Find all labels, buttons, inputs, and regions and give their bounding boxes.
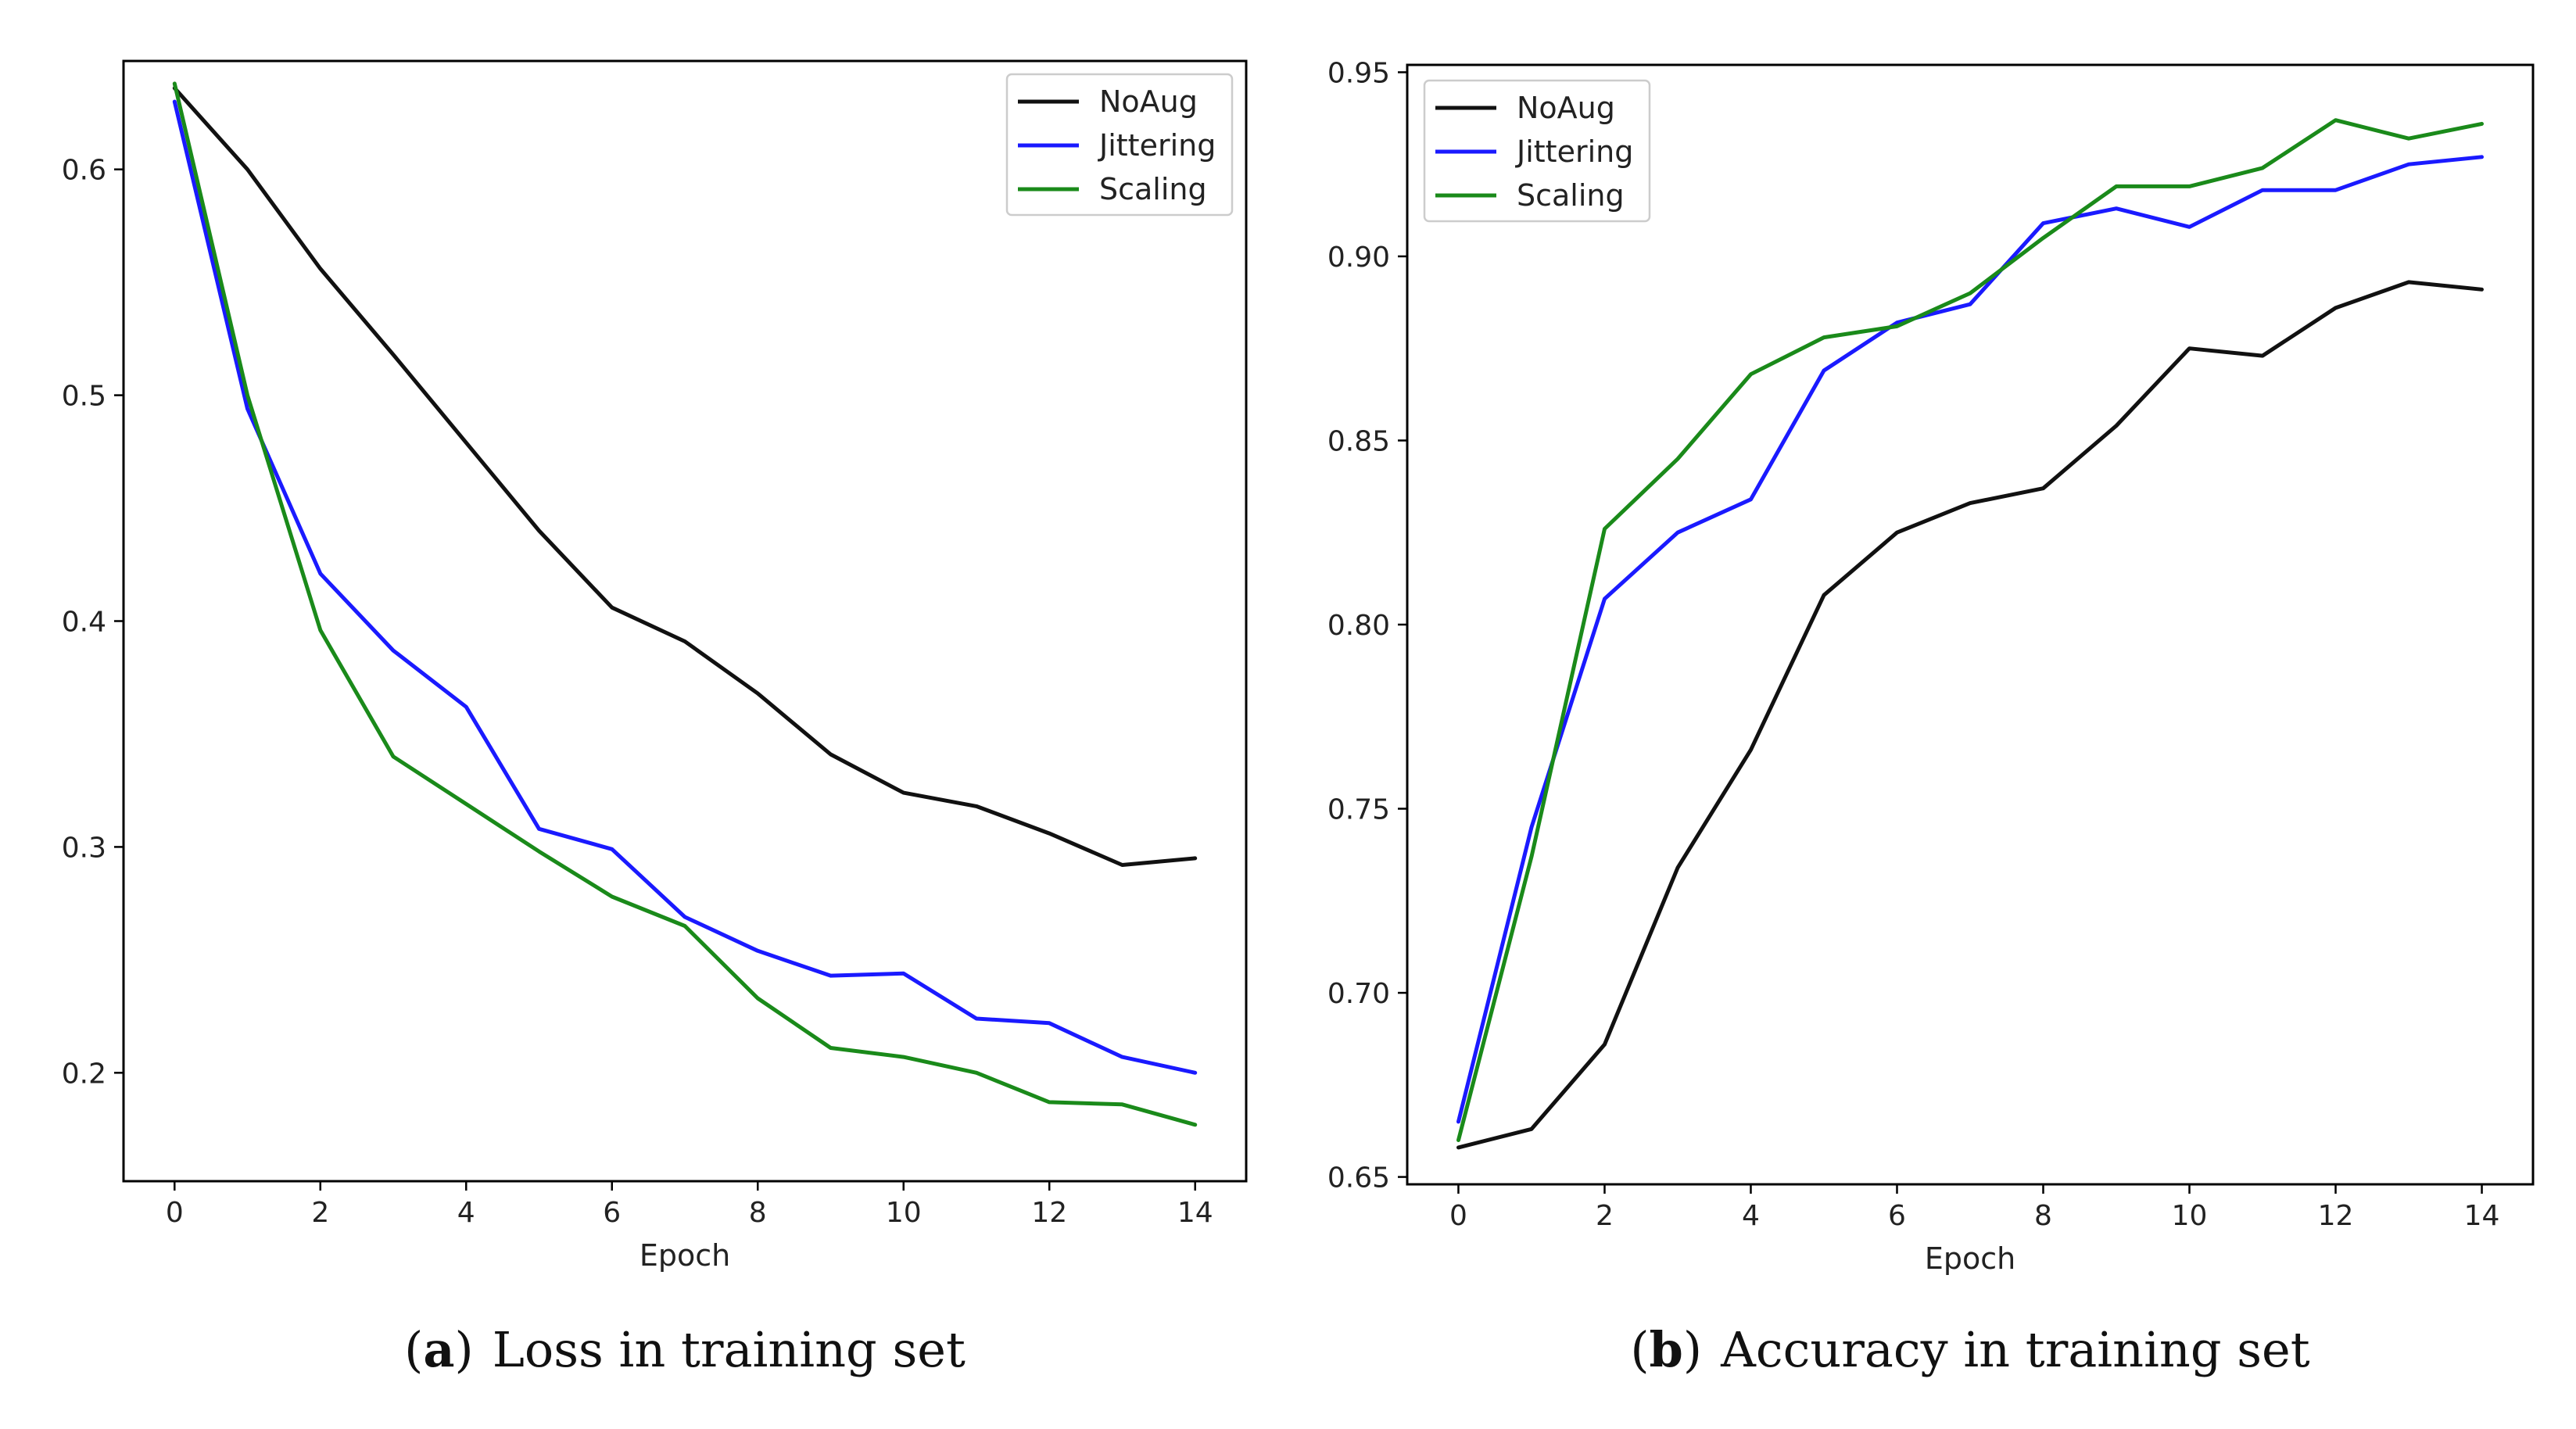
panel-b-y-tick-label: 0.75 bbox=[1327, 794, 1390, 826]
panel-a-caption-letter: a bbox=[423, 1321, 454, 1378]
panel-a-legend-label-noaug: NoAug bbox=[1099, 84, 1198, 119]
panel-a-series-line-noaug bbox=[172, 86, 1198, 867]
panel-a-x-tick-label: 6 bbox=[603, 1197, 621, 1229]
panel-b-x-tick-label: 14 bbox=[2464, 1200, 2500, 1232]
panel-b-x-axis-label: Epoch bbox=[1925, 1241, 2015, 1276]
panel-a-x-tick-label: 10 bbox=[886, 1197, 922, 1229]
panel-b-plot-layer bbox=[1456, 118, 2484, 1150]
panel-a-x-tick-label: 14 bbox=[1177, 1197, 1213, 1229]
panel-b-x-tick-label: 12 bbox=[2318, 1200, 2354, 1232]
panel-b-y-tick-label: 0.80 bbox=[1327, 610, 1390, 642]
panel-b-y-tick-label: 0.70 bbox=[1327, 978, 1390, 1010]
panel-a-plot-layer bbox=[172, 81, 1198, 1127]
panel-a-y-tick-label: 0.4 bbox=[62, 607, 106, 639]
panel-b-x-tick-label: 6 bbox=[1888, 1200, 1906, 1232]
panel-a-caption-open-paren: ( bbox=[404, 1321, 423, 1378]
panel-b-accuracy-chart: 0 2 4 6 8 10 12 140.650.700.750.800.850.900.95 … bbox=[1327, 57, 2535, 1378]
panel-b-y-tick-label: 0.85 bbox=[1327, 425, 1390, 457]
panel-a-x-tick-label: 4 bbox=[457, 1197, 475, 1229]
panel-b-x-tick-label: 8 bbox=[2034, 1200, 2052, 1232]
panel-a-series-line-scaling bbox=[172, 81, 1198, 1127]
panel-a-y-tick-label: 0.2 bbox=[62, 1058, 106, 1090]
panel-a-x-tick-label: 0 bbox=[166, 1197, 184, 1229]
panel-b-y-tick-label: 0.95 bbox=[1327, 57, 1390, 89]
panel-b-x-tick-label: 2 bbox=[1596, 1200, 1614, 1232]
panel-b-y-tick-label: 0.90 bbox=[1327, 242, 1390, 274]
panel-a-legend: NoAug Jittering Scaling bbox=[1005, 73, 1234, 217]
panel-a-x-tick-label: 2 bbox=[311, 1197, 329, 1229]
panel-b-legend-label-noaug: NoAug bbox=[1517, 91, 1615, 125]
panel-a-legend-box bbox=[1005, 73, 1234, 217]
panel-b-x-tick-label: 0 bbox=[1449, 1200, 1467, 1232]
panel-a-series-line-jittering bbox=[172, 99, 1198, 1075]
panel-b-series-line-scaling bbox=[1456, 118, 2484, 1142]
panel-a-y-tick-label: 0.6 bbox=[62, 155, 106, 187]
panel-b-legend-label-jittering: Jittering bbox=[1515, 134, 1633, 169]
panel-a-caption-close-paren: ) bbox=[455, 1321, 474, 1378]
panel-b-caption: (b) Accuracy in training set bbox=[1630, 1321, 2309, 1378]
panel-a-caption: (a) Loss in training set bbox=[404, 1321, 966, 1378]
panel-b-caption-close-paren: ) bbox=[1683, 1321, 1702, 1378]
panel-b-y-tick-label: 0.65 bbox=[1327, 1162, 1390, 1194]
panel-a-x-axis-label: Epoch bbox=[640, 1238, 730, 1273]
panel-a-legend-label-scaling: Scaling bbox=[1099, 172, 1207, 206]
panel-a-ticks: 0 2 4 6 8 10 12 14 0.2 0.3 0.4 0.5 0.6 bbox=[62, 155, 1213, 1229]
panel-b-legend-label-scaling: Scaling bbox=[1517, 178, 1625, 213]
panel-a-x-tick-label: 8 bbox=[749, 1197, 767, 1229]
panel-b-caption-letter: b bbox=[1650, 1321, 1683, 1378]
panel-b-series-line-jittering bbox=[1456, 155, 2484, 1124]
panel-b-caption-text: Accuracy in training set bbox=[1720, 1321, 2310, 1378]
panel-a-caption-text: Loss in training set bbox=[493, 1321, 966, 1378]
panel-a-legend-label-jittering: Jittering bbox=[1098, 128, 1216, 163]
panel-b-series-line-noaug bbox=[1456, 280, 2484, 1150]
panel-a-y-tick-label: 0.5 bbox=[62, 381, 106, 413]
panel-a-x-tick-label: 12 bbox=[1031, 1197, 1067, 1229]
panel-a-y-tick-label: 0.3 bbox=[62, 832, 106, 864]
panel-b-x-tick-label: 4 bbox=[1742, 1200, 1760, 1232]
panel-b-axes-frame bbox=[1406, 63, 2535, 1186]
panel-b-legend: NoAug Jittering Scaling bbox=[1423, 79, 1651, 223]
panel-b-x-tick-label: 10 bbox=[2172, 1200, 2208, 1232]
panel-b-caption-open-paren: ( bbox=[1630, 1321, 1649, 1378]
panel-a-loss-chart: 0 2 4 6 8 10 12 14 0.2 0.3 0.4 0.5 0.6 Epoch NoAug Ji… bbox=[62, 59, 1248, 1378]
panel-b-legend-box bbox=[1423, 79, 1651, 223]
panel-b-ticks: 0 2 4 6 8 10 12 14 0.65 0.70 0.75 0.80 0.85 0.90 0.95 bbox=[1327, 57, 2500, 1232]
